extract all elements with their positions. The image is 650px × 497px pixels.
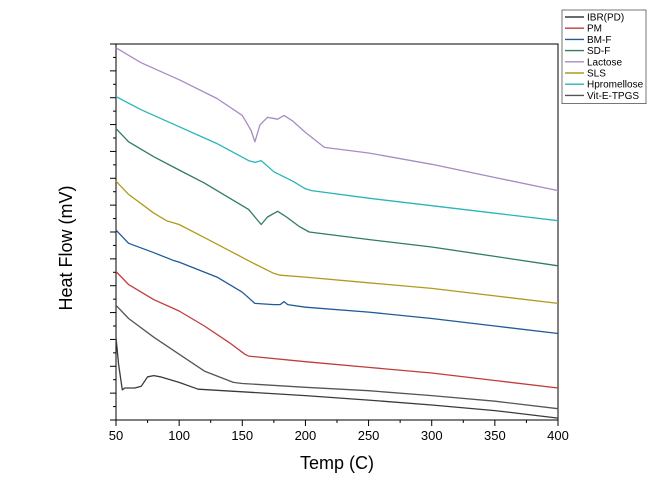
series-line-bm-f <box>115 229 559 335</box>
legend-entry: PM <box>587 24 602 35</box>
series-line-hpromellose <box>115 96 559 222</box>
legend: IBR(PD)PMBM-FSD-FLactoseSLSHpromelloseVi… <box>561 9 647 104</box>
series-line-ibr-pd <box>115 337 559 419</box>
legend-entry: SLS <box>587 69 606 80</box>
series-line-sls <box>115 180 559 305</box>
legend-box <box>561 9 647 104</box>
series-line-vit-e-tpgs <box>115 304 559 410</box>
x-tick-label: 250 <box>358 428 380 443</box>
x-tick-label: 300 <box>421 428 443 443</box>
x-axis-ticks: 50 100 150 200 250 300 350 400 <box>109 420 569 443</box>
y-axis-ticks <box>110 43 116 421</box>
x-tick-label: 200 <box>295 428 317 443</box>
series-line-lactose <box>115 47 559 192</box>
series-line-pm <box>115 271 559 389</box>
legend-entry: SD-F <box>587 46 610 57</box>
x-tick-label: 400 <box>547 428 569 443</box>
x-tick-label: 50 <box>109 428 123 443</box>
series-lines <box>115 47 559 419</box>
legend-entry: BM-F <box>587 35 611 46</box>
plot-border <box>115 43 559 421</box>
x-tick-label: 150 <box>231 428 253 443</box>
legend-entry: Lactose <box>587 57 622 68</box>
legend-entry: IBR(PD) <box>587 13 624 24</box>
x-tick-label: 350 <box>484 428 506 443</box>
x-axis-label: Temp (C) <box>300 453 374 473</box>
legend-entry: Hpromellose <box>587 80 644 91</box>
series-line-sd-f <box>115 128 559 267</box>
x-tick-label: 100 <box>168 428 190 443</box>
plot-frame <box>115 43 559 421</box>
y-axis-label: Heat Flow (mV) <box>56 185 76 310</box>
legend-entry: Vit-E-TPGS <box>587 91 639 102</box>
